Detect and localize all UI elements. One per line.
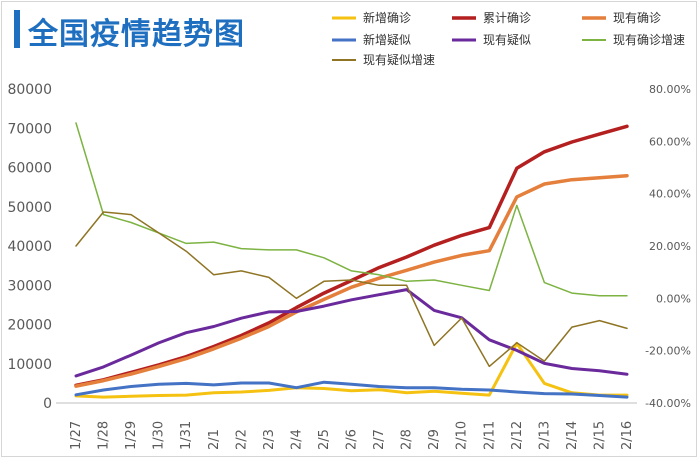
x-tick-label: 2/1 <box>207 429 222 450</box>
x-tick-label: 2/6 <box>345 429 360 450</box>
series-line-1 <box>74 341 629 399</box>
x-tick-label: 2/11 <box>482 421 497 450</box>
legend-label: 累计确诊 <box>483 11 531 25</box>
x-tick-label: 1/29 <box>124 421 139 450</box>
x-tick-label: 2/16 <box>620 421 635 450</box>
series-line-2 <box>74 124 629 388</box>
y-left-tick-label: 10000 <box>7 357 52 373</box>
y-right-tick-label: -20.00% <box>645 345 691 358</box>
legend-label: 现有疑似 <box>483 32 531 47</box>
x-tick-label: 2/12 <box>510 421 525 450</box>
chart-axes: 0 10000 20000 30000 40000 50000 60000 70000 8000… <box>7 82 691 450</box>
x-tick-label: 2/10 <box>455 421 470 450</box>
legend-label: 现有确诊增速 <box>613 33 685 47</box>
x-tick-label: 2/4 <box>289 429 304 450</box>
y-right-tick-label: 40.00% <box>649 188 691 201</box>
y-left-tick-label: 80000 <box>7 82 52 98</box>
title-accent-bar <box>14 10 20 48</box>
series-line-4 <box>74 380 629 399</box>
legend-label: 现有疑似增速 <box>363 52 435 67</box>
y-left-tick-label: 0 <box>43 396 52 412</box>
y-left-tick-label: 70000 <box>7 121 52 137</box>
x-tick-label: 1/27 <box>69 421 84 450</box>
x-tick-label: 2/8 <box>400 429 415 450</box>
y-right-tick-label: 20.00% <box>649 240 691 253</box>
y-right-tick-label: 0.00% <box>656 292 691 305</box>
x-tick-label: 2/2 <box>234 429 249 450</box>
legend-label: 新增确诊 <box>363 10 411 25</box>
x-tick-label: 2/7 <box>372 429 387 450</box>
series-layer <box>74 122 629 399</box>
series-line-5 <box>74 288 629 378</box>
chart-title: 全国疫情趋势图 <box>28 17 245 52</box>
y-right-tick-label: -40.00% <box>645 397 691 410</box>
y-right-tick-label: 60.00% <box>649 135 691 148</box>
x-tick-label: 1/28 <box>97 421 112 450</box>
series-line-3 <box>74 173 629 388</box>
series-line-7 <box>75 211 628 368</box>
x-tick-label: 2/14 <box>565 421 580 450</box>
x-tick-label: 2/13 <box>537 421 552 450</box>
y-left-tick-label: 30000 <box>7 278 52 294</box>
y-left-tick-label: 20000 <box>7 318 52 334</box>
legend-label: 现有确诊 <box>613 11 661 25</box>
x-tick-label: 1/31 <box>179 421 194 450</box>
x-tick-label: 1/30 <box>152 421 167 450</box>
x-tick-label: 2/3 <box>262 429 277 450</box>
series-line-6 <box>75 122 628 297</box>
legend-label: 新增疑似 <box>363 32 411 47</box>
y-right-tick-label: 80.00% <box>649 83 691 96</box>
x-tick-label: 2/5 <box>317 429 332 450</box>
x-tick-label: 2/15 <box>592 421 607 450</box>
y-left-tick-label: 40000 <box>7 239 52 255</box>
y-left-tick-label: 50000 <box>7 200 52 216</box>
x-tick-label: 2/9 <box>427 429 442 450</box>
y-left-tick-label: 60000 <box>7 161 52 177</box>
